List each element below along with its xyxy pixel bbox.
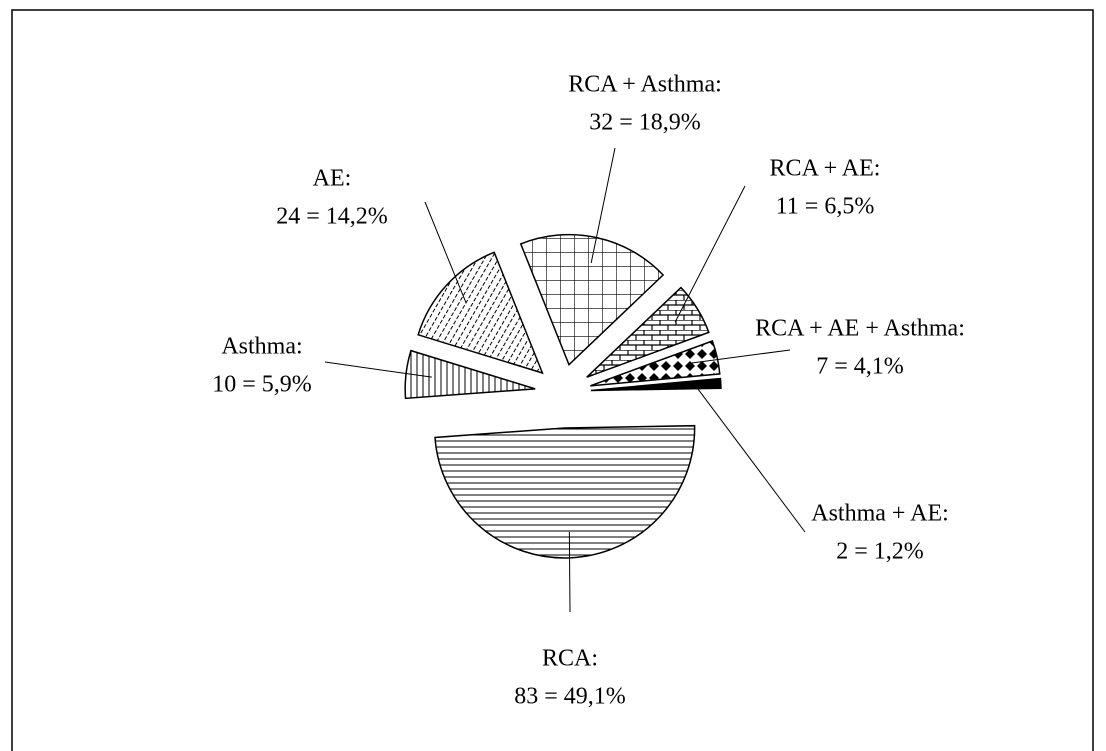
pie-slice: [590, 377, 722, 392]
slice-label: RCA + AE + Asthma:: [755, 316, 965, 342]
pie-slice: [434, 424, 696, 559]
slice-label: Asthma:: [221, 334, 302, 360]
slice-value-label: 11 = 6,5%: [776, 194, 875, 220]
slice-value-label: 32 = 18,9%: [589, 110, 701, 136]
frame: [11, 9, 1094, 751]
pie-slice: [590, 340, 721, 387]
slice-label: Asthma + AE:: [811, 501, 949, 527]
leader-line: [694, 384, 806, 533]
leader-line: [568, 531, 571, 613]
pie-slice: [417, 251, 544, 375]
slice-label: RCA + AE:: [770, 156, 881, 182]
slice-label: RCA:: [542, 646, 598, 672]
slice-value-label: 2 = 1,2%: [836, 539, 924, 565]
pie-slice: [404, 349, 536, 400]
leader-line: [324, 361, 432, 378]
slice-value-label: 7 = 4,1%: [816, 354, 904, 380]
slice-value-label: 83 = 49,1%: [514, 684, 626, 710]
leader-line: [424, 201, 467, 303]
leader-line: [691, 349, 791, 364]
pie-slice: [586, 286, 710, 378]
slice-value-label: 10 = 5,9%: [212, 372, 312, 398]
leader-line: [590, 147, 616, 264]
leader-line: [674, 185, 746, 323]
slice-label: AE:: [313, 166, 352, 192]
slice-label: RCA + Asthma:: [568, 72, 722, 98]
slice-value-label: 24 = 14,2%: [276, 204, 388, 230]
